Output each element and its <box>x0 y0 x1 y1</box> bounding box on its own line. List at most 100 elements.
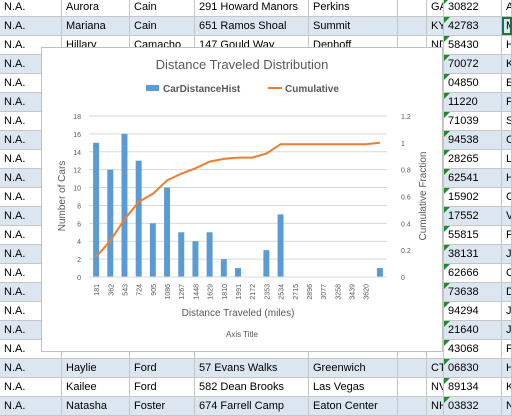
table-cell[interactable]: C <box>502 264 512 282</box>
y-tick-label: 14 <box>73 150 81 157</box>
table-cell[interactable]: Greenwich <box>309 359 398 377</box>
table-cell[interactable]: E <box>502 74 512 92</box>
table-cell[interactable]: M <box>502 17 512 35</box>
table-cell[interactable] <box>398 17 427 35</box>
bar-1629 <box>206 232 213 277</box>
distance-chart[interactable]: Distance Traveled Distribution CarDistanc… <box>41 47 443 352</box>
table-cell[interactable]: 04850 <box>444 74 502 92</box>
table-cell[interactable]: Ford <box>130 359 195 377</box>
table-cell[interactable]: 57 Evans Walks <box>195 359 309 377</box>
table-cell[interactable]: 89134 <box>444 378 502 396</box>
table-cell[interactable]: 674 Farrell Camp <box>195 397 309 415</box>
table-cell[interactable]: Haylie <box>62 359 130 377</box>
table-cell[interactable]: Cain <box>130 17 195 35</box>
table-cell[interactable]: L <box>502 150 512 168</box>
table-cell[interactable]: 21640 <box>444 321 502 339</box>
table-cell[interactable]: 73638 <box>444 283 502 301</box>
table-cell[interactable]: 06830 <box>444 359 502 377</box>
table-cell[interactable]: C <box>502 131 512 149</box>
table-cell[interactable]: 62666 <box>444 264 502 282</box>
table-cell[interactable]: 28265 <box>444 150 502 168</box>
table-cell[interactable]: 17552 <box>444 207 502 225</box>
table-cell[interactable]: 94538 <box>444 131 502 149</box>
table-cell[interactable]: N.A. <box>0 36 62 54</box>
table-cell[interactable]: N <box>502 397 512 415</box>
table-cell[interactable]: N.A. <box>0 378 62 396</box>
table-cell[interactable]: J <box>502 245 512 263</box>
table-cell[interactable]: 70072 <box>444 55 502 73</box>
table-cell[interactable]: H <box>502 169 512 187</box>
table-cell[interactable] <box>398 0 427 16</box>
table-cell[interactable]: F <box>502 226 512 244</box>
table-cell[interactable]: 30822 <box>444 0 502 16</box>
table-cell[interactable]: A <box>502 0 512 16</box>
table-cell[interactable]: 15902 <box>444 188 502 206</box>
table-cell[interactable]: C <box>502 188 512 206</box>
table-cell[interactable] <box>427 112 444 130</box>
table-cell[interactable]: Foster <box>130 397 195 415</box>
table-cell[interactable]: 03832 <box>444 397 502 415</box>
table-cell[interactable]: CT <box>427 359 444 377</box>
table-cell[interactable]: Perkins <box>309 0 398 16</box>
cell-error-marker-icon <box>444 169 450 175</box>
table-cell[interactable]: 43068 <box>444 340 502 358</box>
table-cell[interactable]: KY <box>427 17 444 35</box>
table-cell[interactable]: Cain <box>130 0 195 16</box>
table-cell[interactable]: 291 Howard Manors <box>195 0 309 16</box>
table-cell[interactable] <box>398 359 427 377</box>
table-cell[interactable]: N.A. <box>0 359 62 377</box>
table-cell[interactable]: N.A. <box>0 397 62 415</box>
table-cell[interactable]: K <box>502 378 512 396</box>
table-cell[interactable]: 582 Dean Brooks <box>195 378 309 396</box>
table-cell[interactable]: NH <box>427 397 444 415</box>
x-tick-label: 2534 <box>279 284 286 300</box>
table-cell[interactable]: Las Vegas <box>309 378 398 396</box>
table-cell[interactable]: 42783 <box>444 17 502 35</box>
table-cell[interactable]: 11220 <box>444 93 502 111</box>
table-cell[interactable]: Natasha <box>62 397 130 415</box>
table-cell[interactable]: 38131 <box>444 245 502 263</box>
table-cell[interactable]: GA <box>427 0 444 16</box>
y-tick-label: 16 <box>73 132 81 139</box>
table-cell[interactable]: S <box>502 112 512 130</box>
table-cell[interactable]: D <box>502 283 512 301</box>
table-cell[interactable]: J <box>502 321 512 339</box>
table-cell[interactable] <box>398 397 427 415</box>
table-cell[interactable] <box>398 378 427 396</box>
table-cell[interactable]: 58430 <box>444 36 502 54</box>
table-cell[interactable]: NV <box>427 378 444 396</box>
table-cell[interactable]: H <box>502 36 512 54</box>
table-cell[interactable]: N.A. <box>0 0 62 16</box>
table-cell[interactable]: Summit <box>309 17 398 35</box>
table-cell[interactable]: Mariana <box>62 17 130 35</box>
table-cell[interactable]: 94294 <box>444 302 502 320</box>
table-cell[interactable]: 55815 <box>444 226 502 244</box>
table-cell[interactable] <box>427 55 444 73</box>
table-cell[interactable]: F <box>502 340 512 358</box>
table-cell[interactable] <box>427 169 444 187</box>
table-cell[interactable] <box>427 264 444 282</box>
table-cell[interactable]: 651 Ramos Shoal <box>195 17 309 35</box>
y2-tick-label: 0 <box>401 275 405 282</box>
bar-905 <box>149 223 156 277</box>
table-row[interactable]: N.A. Natasha Foster 674 Farrell Camp Eaton C… <box>0 397 512 416</box>
table-cell[interactable]: K <box>502 55 512 73</box>
table-cell[interactable]: N.A. <box>0 17 62 35</box>
table-cell[interactable]: 62541 <box>444 169 502 187</box>
table-cell[interactable]: Aurora <box>62 0 130 16</box>
cumulative-line <box>95 141 380 258</box>
table-cell[interactable]: V <box>502 207 512 225</box>
x-tick-label: 362 <box>108 284 115 296</box>
table-cell[interactable]: Eaton Center <box>309 397 398 415</box>
table-cell[interactable]: F <box>502 93 512 111</box>
table-cell[interactable]: Ford <box>130 378 195 396</box>
table-cell[interactable]: J <box>502 302 512 320</box>
table-cell[interactable]: 71039 <box>444 112 502 130</box>
table-cell[interactable]: Kailee <box>62 378 130 396</box>
table-cell[interactable]: H <box>502 359 512 377</box>
table-cell[interactable] <box>398 36 427 54</box>
